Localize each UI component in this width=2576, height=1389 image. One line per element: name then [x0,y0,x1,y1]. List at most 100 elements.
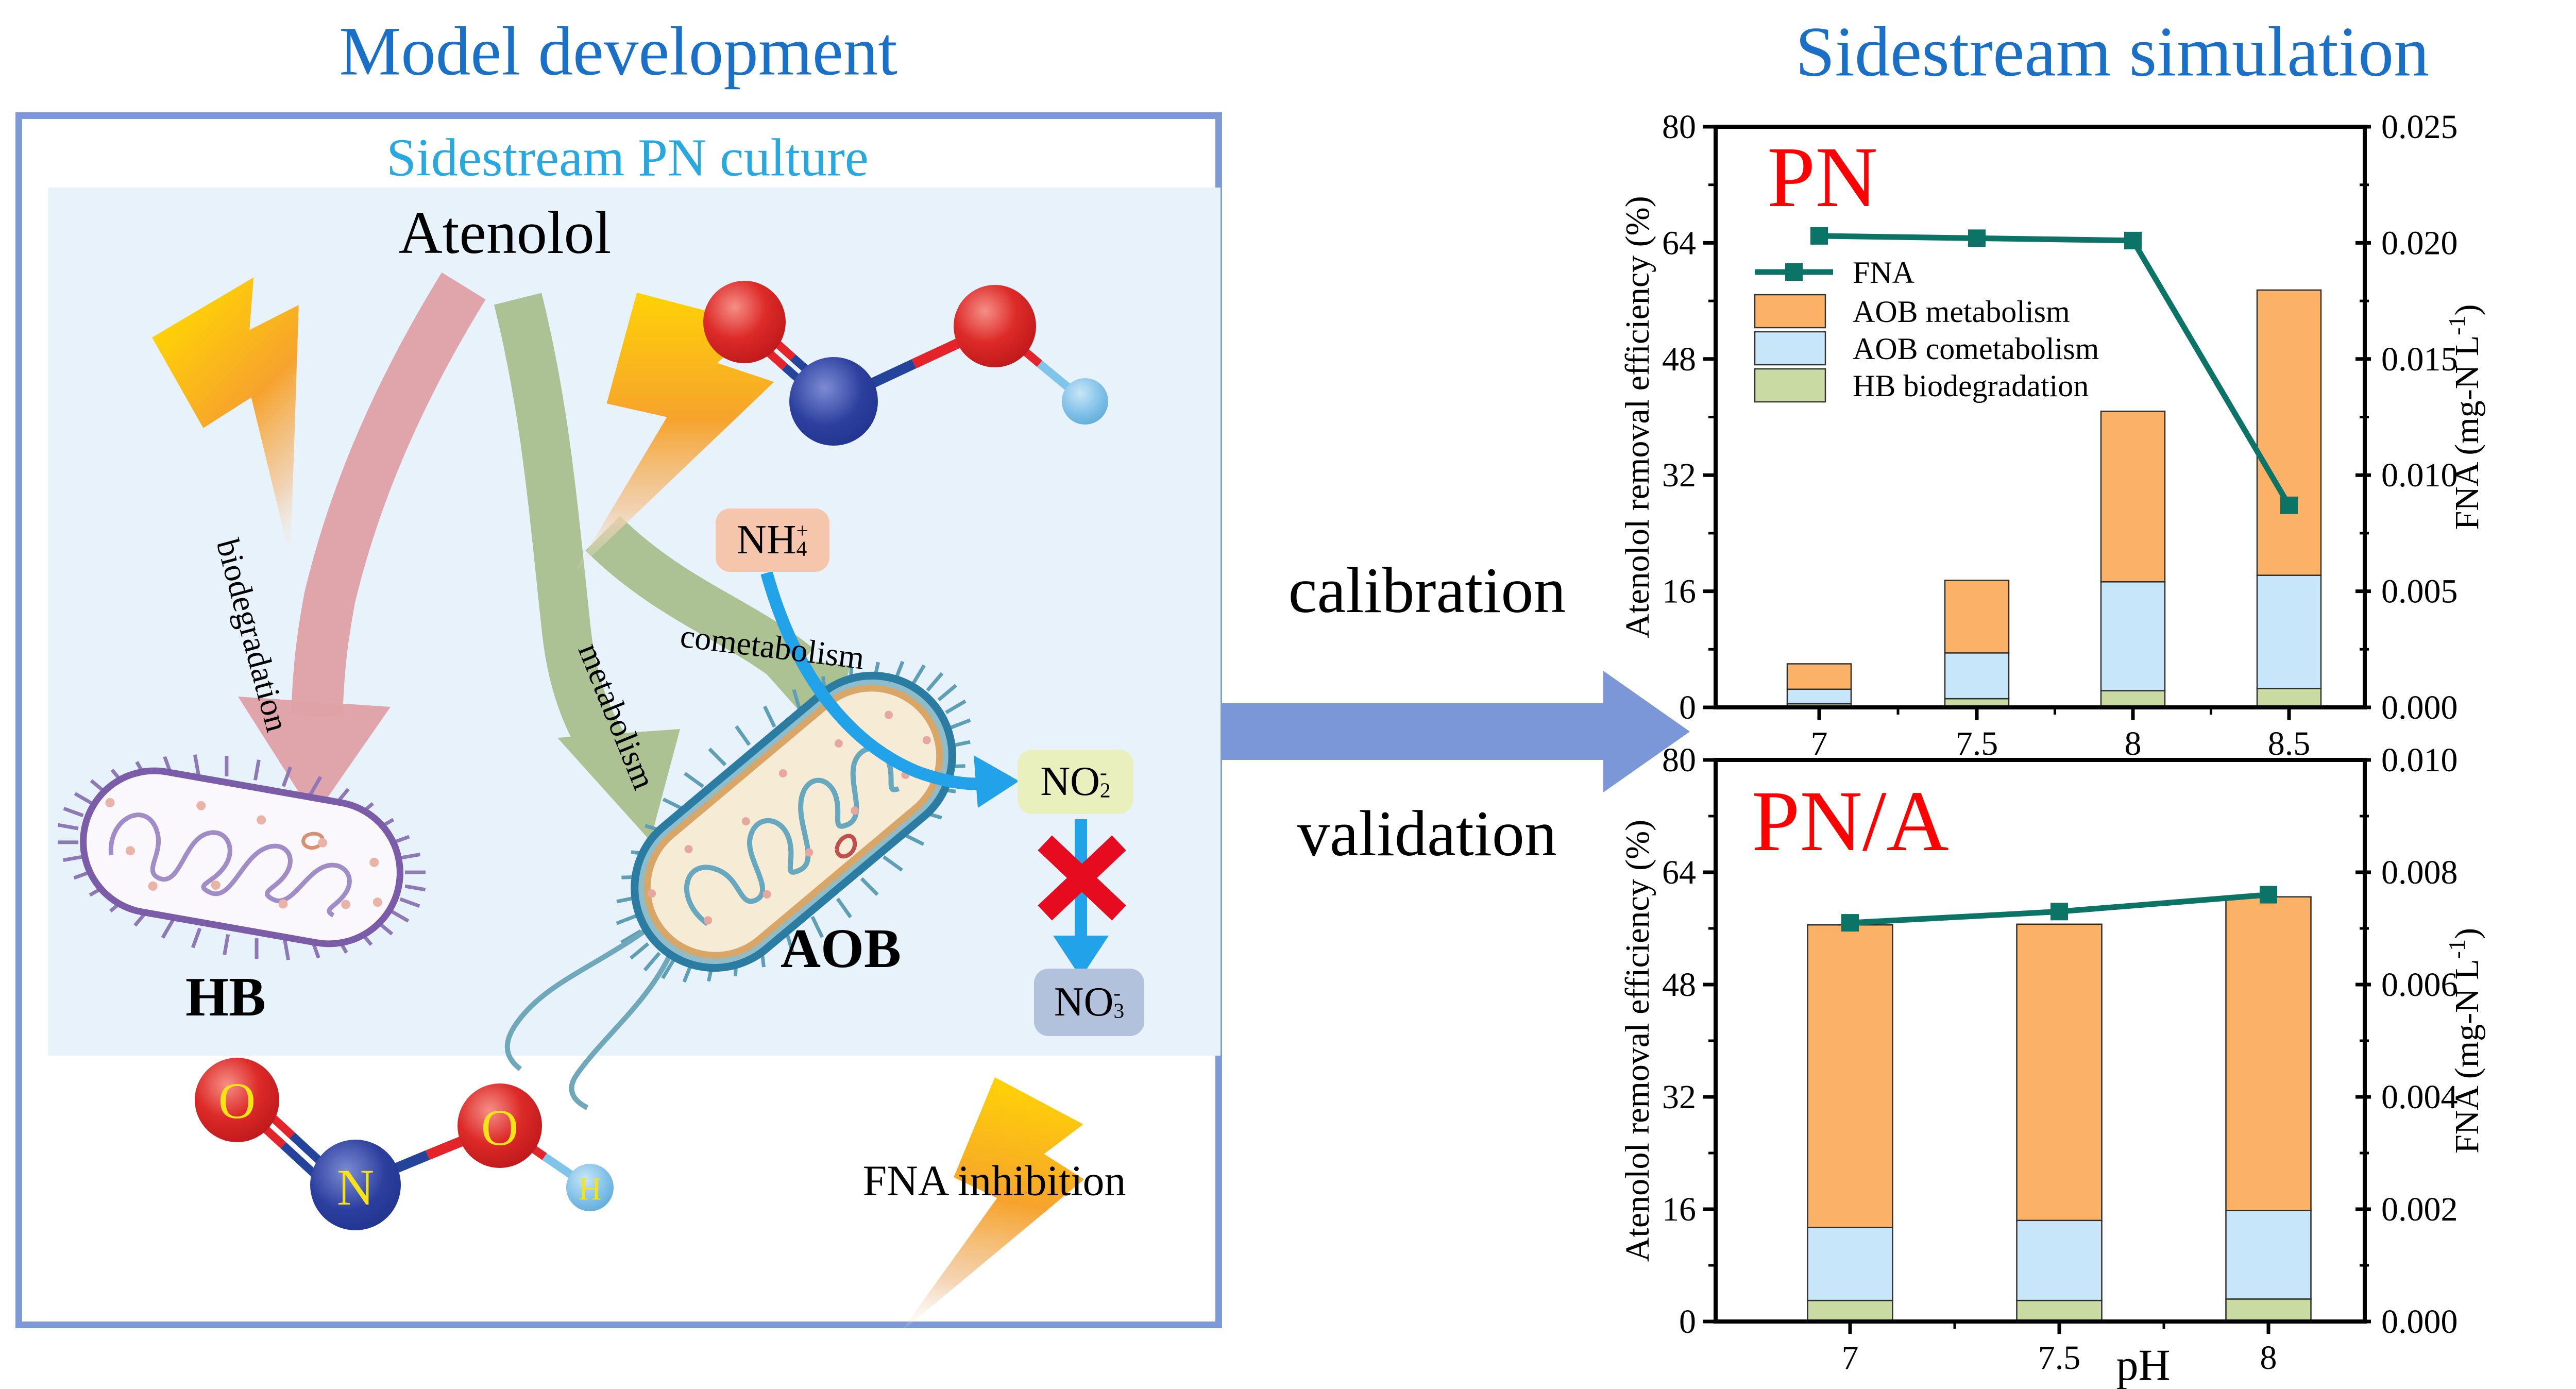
y2-axis-tick-label: 0.002 [2381,1191,2458,1228]
pna-chart: 0 16 32 48 64 80 0.000 0.002 0.004 0.006 0.008 0.01… [1619,741,2486,1389]
flagellum-spike [945,699,967,715]
hb-bacterium-illustration [80,767,403,947]
panel-label: PN [1767,129,1878,225]
no3-base: NO [1054,979,1114,1025]
flagellum-spike [161,919,175,939]
y2-axis-tick-label: 0.005 [2381,573,2458,611]
x-axis-tick-label: 8 [2125,725,2142,757]
y-axis-tick-label: 64 [1662,224,1696,262]
y-axis-tick-label: 32 [1662,456,1696,494]
atenolol-label: Atenolol [398,199,612,266]
hydrogen-atom [566,1164,614,1211]
no2-superscript: - [1099,760,1107,784]
calibration-label: calibration [1288,555,1566,626]
aob-label: AOB [780,918,902,979]
bar-segment [2100,410,2166,583]
bar-segment [2100,581,2166,691]
y-axis-tick-label: 0 [1679,1303,1696,1341]
flagellum-spike [937,684,957,702]
bar-segment [1944,652,2010,700]
flagellum-spike [643,952,661,972]
flagellum-spike [389,909,410,923]
atom-label: N [337,1159,374,1216]
sidestream-pn-culture-title: Sidestream PN culture [386,128,869,188]
bar-segment [2016,923,2103,1222]
flagellum-spike [62,855,84,862]
bar-segment [2016,1299,2103,1323]
bar-segment [2256,688,2322,708]
hb-granules [105,798,382,909]
y2-axis-label: FNA (mg-N L-1) [2444,928,2486,1154]
bar-segment [2256,574,2322,689]
y2-axis-tick-label: 0.010 [2381,456,2458,494]
fna-marker [1841,914,1859,932]
legend-label: AOB cometabolism [1853,332,2099,366]
x-axis-tick-label: 7.5 [1956,725,1998,757]
legend-swatch [1754,294,1826,329]
nitrogen-atom [310,1140,401,1230]
legend-swatch [1754,368,1826,403]
no3-box: NO -3 [1034,969,1144,1036]
ammonia-oxidation-arrow [760,571,1019,808]
y-axis-tick-label: 48 [1662,966,1696,1004]
y2-axis-label: FNA (mg-N L-1) [2444,304,2486,530]
y2-axis-tick-label: 0.000 [2381,689,2458,726]
flagellum-spike [860,877,879,896]
bar-segment [2256,289,2322,576]
flagellum-spike [684,772,704,788]
bar-segment [1807,1299,1893,1323]
oxygen-atom [457,1083,542,1168]
flagellum-spike [399,852,421,860]
lightning-bolt-icon [900,1077,1084,1333]
flagellum-spike [281,766,293,787]
bar-segment [1807,924,1893,1228]
nh4-superscript: + [796,518,808,543]
legend-marker-sample [1785,263,1803,281]
y-axis-label: Atenolol removal efficiency (%) [1619,820,1656,1262]
y-axis-tick-label: 16 [1662,573,1696,611]
fna-marker [2124,231,2142,249]
legend-swatch [1754,331,1826,366]
bar-segment [2100,690,2166,708]
flagellum-spike [57,823,79,831]
fna-line [1819,233,2292,507]
nh4-base: NH [736,517,796,563]
x-axis-tick-label: 8.5 [2268,725,2311,757]
no2-base: NO [1040,759,1100,804]
biodegradation-arrow [238,272,486,817]
flagellum-spike [926,672,944,692]
flagellum-spike [74,792,94,806]
flagellum-spike [810,916,824,938]
y2-axis-tick-label: 0.008 [2381,854,2458,891]
y2-axis-tick-label: 0.006 [2381,966,2458,1004]
fna-marker [2050,903,2068,921]
lightning-bolt-icon [152,277,299,559]
flagellum-spike [223,934,230,955]
y-axis-tick-label: 16 [1662,1191,1696,1228]
fna-molecule: O N O H [195,1058,614,1230]
aob-granules [648,710,931,925]
nh4-box: NH +4 [716,509,829,572]
molecule-top [703,281,1108,446]
flagellum-spike [399,897,420,908]
bar-segment [1786,663,1852,690]
aob-long-flagella [504,910,683,1110]
fna-marker [1968,229,1986,247]
flagellum-spike [661,958,676,979]
panel-label: PN/A [1752,773,1949,869]
y-axis-tick-label: 48 [1662,341,1696,378]
no3-subscript: 3 [1113,998,1125,1022]
legend-label: FNA [1853,256,1914,290]
flagellum-spike [630,942,650,960]
hb-chromosome [108,812,352,918]
nitrogen-atom [789,357,878,446]
legend-label: AOB metabolism [1853,295,2070,329]
fna-marker [2280,496,2298,514]
inhibition-cross-icon [1038,835,1126,921]
pn-chart: 0 16 32 48 64 80 0.000 0.005 0.010 0.015 0.020 0.02… [1619,108,2486,757]
validation-label: validation [1297,798,1557,870]
y2-axis-tick-label: 0.015 [2381,341,2458,378]
x-axis-label: pH [2116,1340,2170,1389]
bar-segment [2016,1219,2103,1301]
